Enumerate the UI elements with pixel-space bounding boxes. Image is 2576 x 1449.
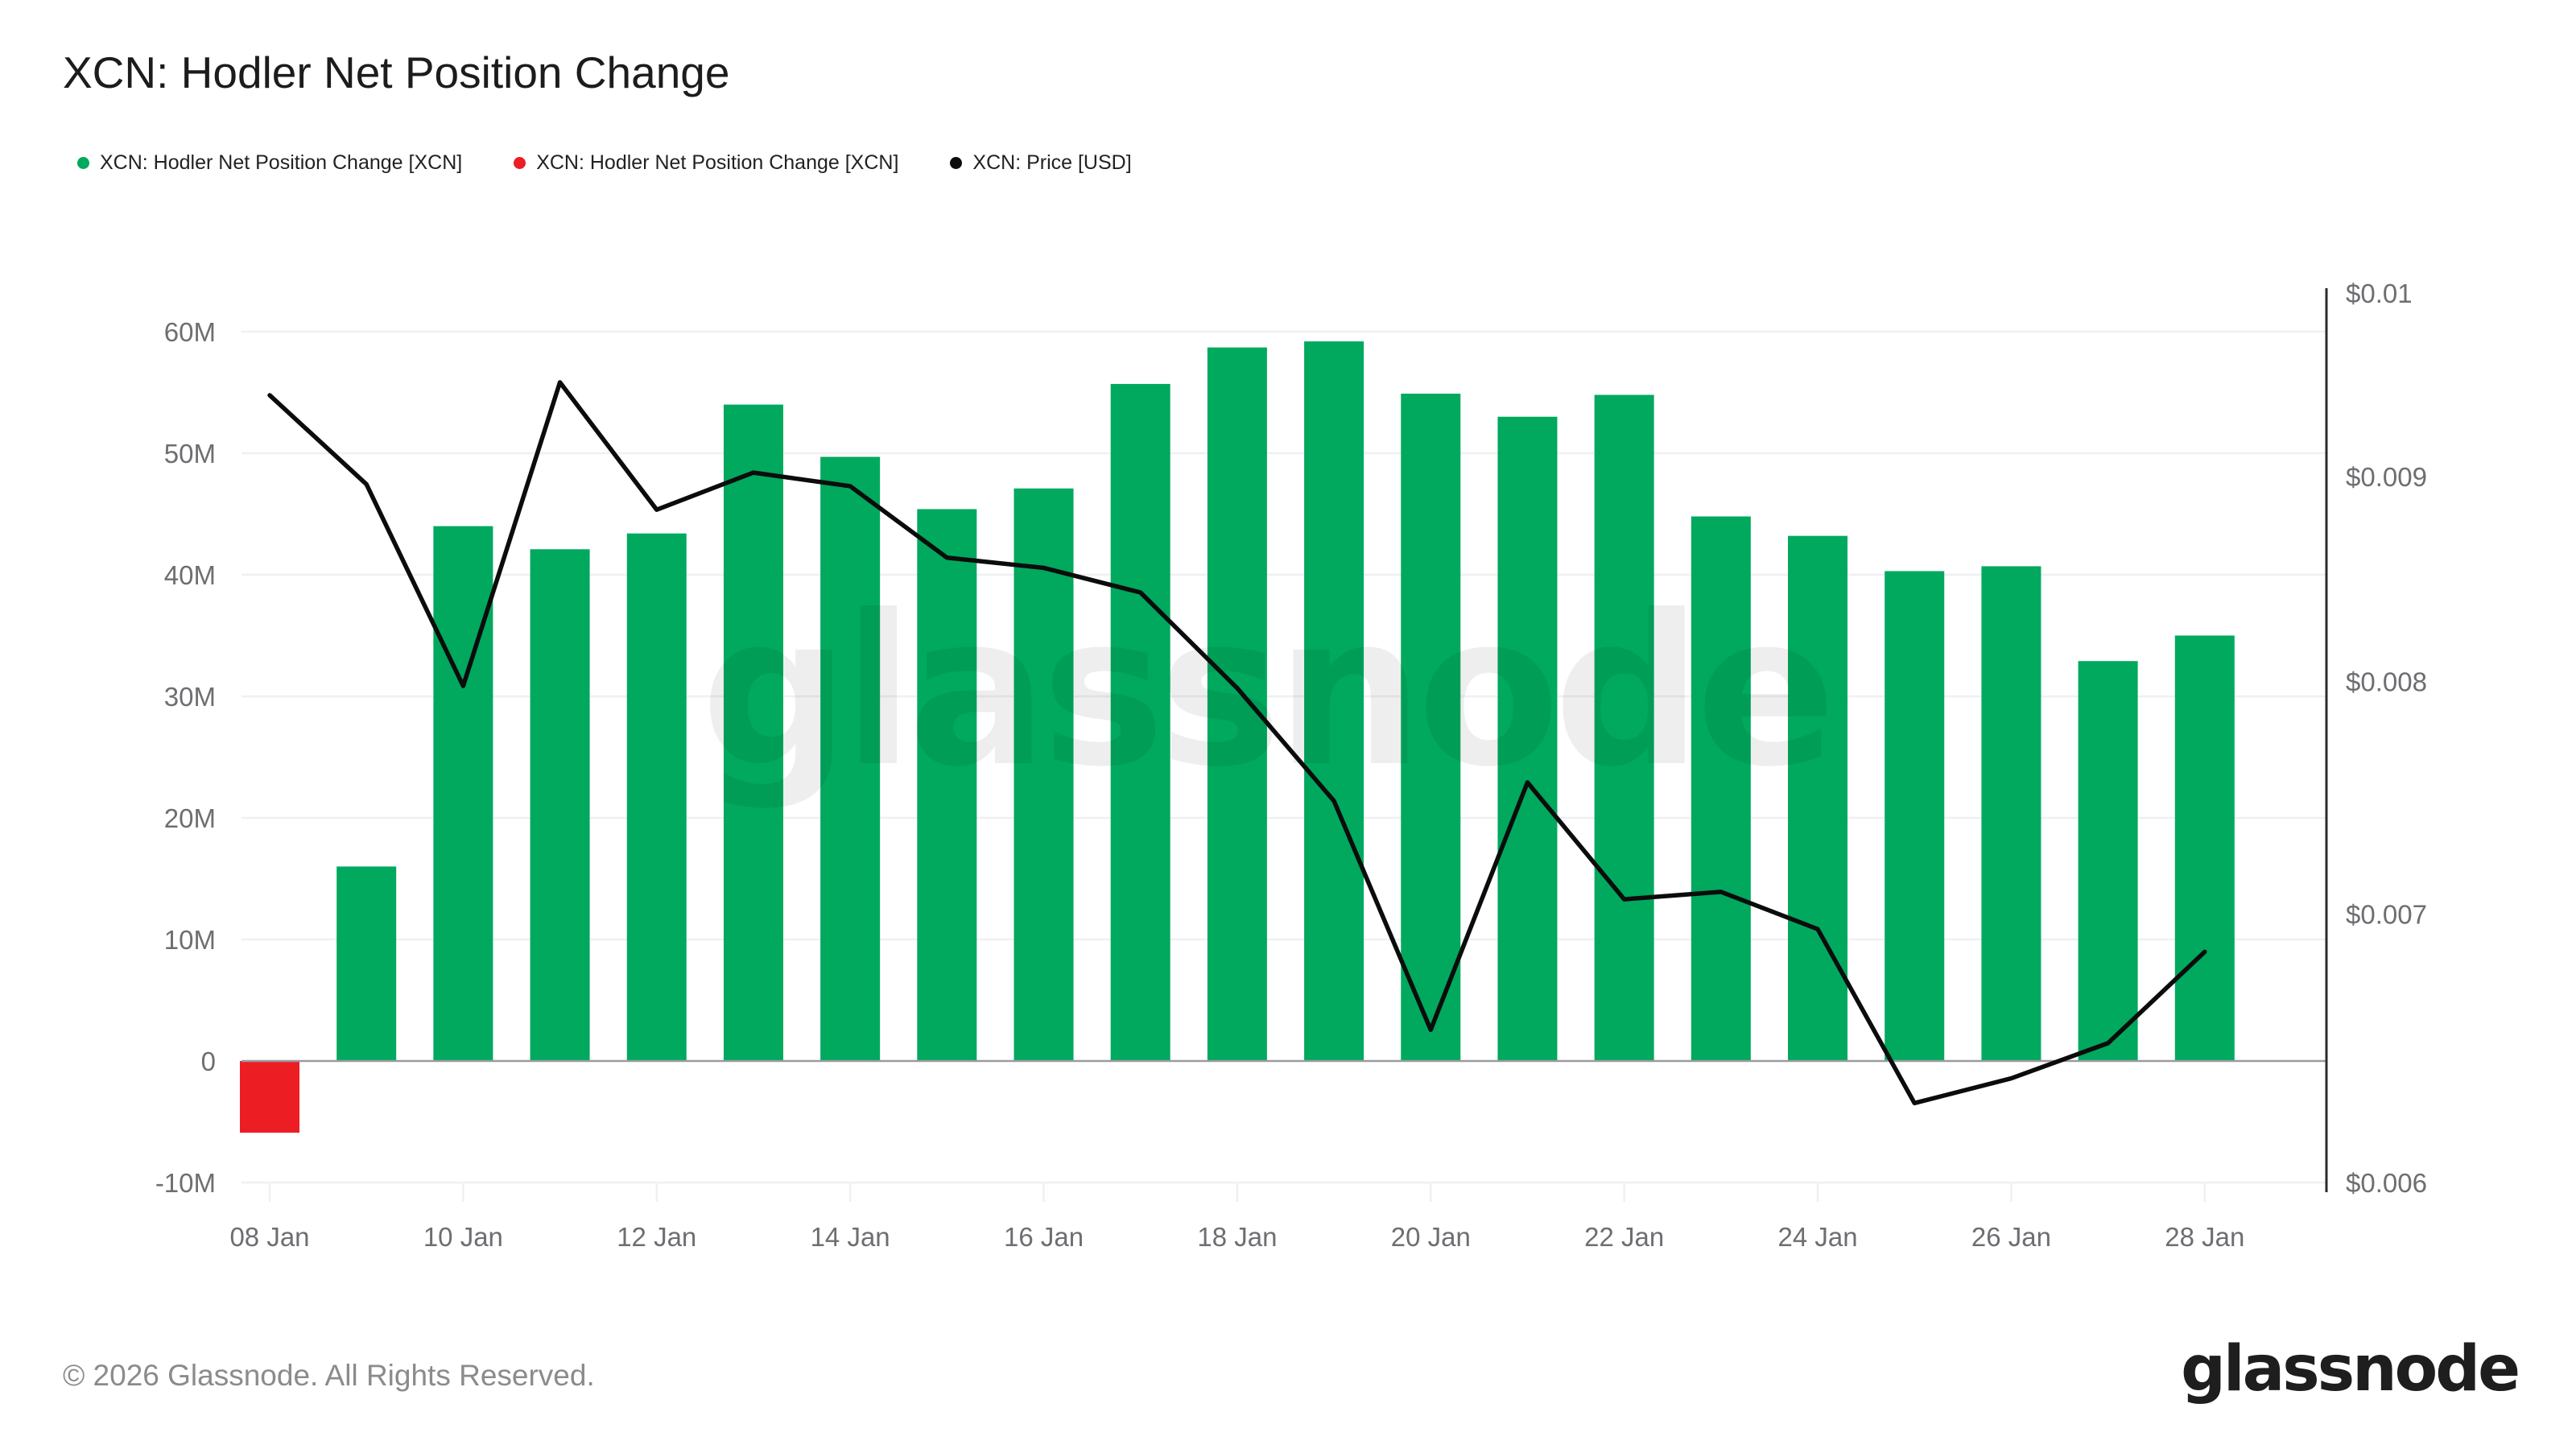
price-line [267, 380, 2207, 1106]
x-axis-tick-label: 10 Jan [423, 1222, 503, 1252]
left-axis-tick-label: 0 [201, 1046, 216, 1076]
bar-10-Jan [433, 526, 493, 1061]
bar-09-Jan [336, 866, 397, 1061]
bar-15-Jan [917, 509, 977, 1061]
right-axis-labels: $0.01 $0.009 $0.008 $0.007 $0.006 [2346, 279, 2427, 1198]
bar-series [240, 341, 2235, 1133]
bar-12-Jan [626, 533, 687, 1061]
x-axis-tick-label: 22 Jan [1584, 1222, 1664, 1252]
bar-20-Jan [1401, 394, 1461, 1061]
legend-dot-black-icon [950, 157, 963, 169]
bar-11-Jan [530, 549, 590, 1061]
legend-dot-red-icon [514, 157, 526, 169]
legend-item-hodler-negative[interactable]: XCN: Hodler Net Position Change [XCN] [514, 151, 898, 175]
bar-16-Jan [1013, 488, 1074, 1061]
right-axis-tick-label: $0.009 [2346, 462, 2427, 492]
right-axis-tick-label: $0.01 [2346, 279, 2413, 308]
x-axis-tick-label: 28 Jan [2165, 1222, 2244, 1252]
bar-23-Jan [1690, 516, 1751, 1061]
x-axis-tick-label: 14 Jan [811, 1222, 890, 1252]
bar-19-Jan [1304, 341, 1364, 1062]
left-axis-tick-label: 20M [164, 803, 216, 833]
left-axis-tick-label: 30M [164, 682, 216, 712]
left-axis-tick-label: 10M [164, 925, 216, 955]
left-axis-labels: 60M 50M 40M 30M 20M 10M 0 -10M [155, 317, 216, 1198]
left-axis-tick-label: 40M [164, 560, 216, 590]
x-axis-tick-label: 12 Jan [617, 1222, 696, 1252]
bar-14-Jan [820, 456, 881, 1061]
legend-item-hodler-positive[interactable]: XCN: Hodler Net Position Change [XCN] [77, 151, 462, 175]
glassnode-watermark: glassnode [701, 571, 1831, 812]
copyright-text: © 2026 Glassnode. All Rights Reserved. [63, 1359, 595, 1392]
bar-08-Jan [240, 1061, 299, 1133]
legend-label: XCN: Hodler Net Position Change [XCN] [100, 151, 463, 174]
bar-24-Jan [1788, 535, 1848, 1061]
bar-18-Jan [1207, 347, 1267, 1061]
x-axis-tick-label: 26 Jan [1971, 1222, 2051, 1252]
left-axis-tick-label: 60M [164, 317, 216, 347]
legend-label: XCN: Price [USD] [972, 151, 1132, 174]
page-title: XCN: Hodler Net Position Change [63, 47, 730, 97]
left-axis-tick-label: 50M [164, 439, 216, 469]
bar-27-Jan [2078, 661, 2138, 1061]
bar-26-Jan [1981, 566, 2041, 1061]
chart-legend: XCN: Hodler Net Position Change [XCN] XC… [77, 151, 1132, 175]
right-axis-tick-label: $0.006 [2346, 1168, 2427, 1198]
legend-dot-green-icon [77, 157, 89, 169]
bar-25-Jan [1885, 571, 1945, 1061]
right-axis-tick-label: $0.008 [2346, 667, 2427, 697]
x-axis-tick-label: 16 Jan [1004, 1222, 1084, 1252]
x-axis-tick-label: 24 Jan [1777, 1222, 1857, 1252]
right-axis-tick-label: $0.007 [2346, 900, 2427, 930]
x-axis-tick-label: 08 Jan [229, 1222, 309, 1252]
x-axis-labels: 08 Jan 10 Jan 12 Jan 14 Jan 16 Jan 18 Jan 20 J… [229, 1183, 2244, 1252]
bar-28-Jan [2174, 635, 2235, 1061]
bar-22-Jan [1594, 394, 1654, 1061]
bar-17-Jan [1110, 383, 1170, 1061]
left-axis-tick-label: -10M [155, 1168, 216, 1198]
bar-21-Jan [1497, 416, 1558, 1061]
legend-item-price[interactable]: XCN: Price [USD] [950, 151, 1132, 175]
glassnode-logo: glassnode [2181, 1333, 2520, 1406]
x-axis-tick-label: 20 Jan [1391, 1222, 1471, 1252]
bar-13-Jan [723, 404, 783, 1062]
legend-label: XCN: Hodler Net Position Change [XCN] [536, 151, 899, 174]
x-axis-tick-label: 18 Jan [1197, 1222, 1277, 1252]
